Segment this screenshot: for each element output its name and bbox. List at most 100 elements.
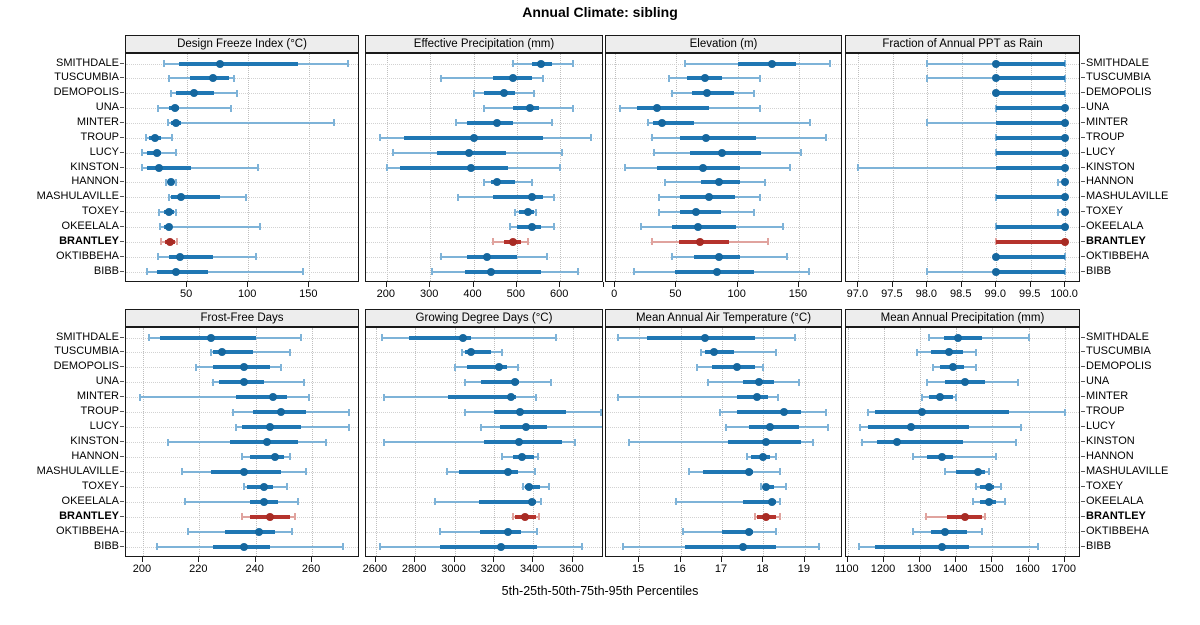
median-dot-bibb <box>712 267 721 276</box>
box-25-75-kinston <box>146 165 191 170</box>
median-dot-bibb <box>240 542 249 551</box>
axis-tick-97.5 <box>891 282 893 287</box>
panel-strip-design-freeze-index-c-: Design Freeze Index (°C) <box>125 35 359 53</box>
station-label-left-hannon: HANNON <box>71 175 119 188</box>
axis-tick-500 <box>515 282 517 287</box>
cap-p95-tuscumbia <box>500 348 503 356</box>
median-dot-toxey <box>523 208 532 217</box>
median-dot-tuscumbia <box>467 348 476 357</box>
median-dot-troup <box>516 408 525 417</box>
cap-p95-troup <box>600 408 602 416</box>
box-25-75-tuscumbia <box>465 350 491 355</box>
cap-p5-tuscumbia <box>926 74 929 82</box>
cap-p95-okeelala <box>779 498 782 506</box>
axis-tick-3000 <box>453 557 455 562</box>
median-dot-okeelala <box>260 497 269 506</box>
box-25-75-minter <box>447 395 517 400</box>
axis-tick-label-3200: 3200 <box>480 563 506 575</box>
box-25-75-bibb <box>439 544 538 549</box>
row-guide-toxey <box>126 212 358 214</box>
cap-p5-smithdale <box>928 334 931 341</box>
cap-p95-minter <box>308 393 311 401</box>
axis-tick-2800 <box>414 557 416 562</box>
median-dot-kinston <box>699 163 708 172</box>
row-guide-oktibbeha <box>846 256 1079 258</box>
y-tick-troup <box>120 136 124 138</box>
whisker-5-95-una <box>157 107 232 110</box>
axis-tick-1700 <box>1063 557 1065 562</box>
cap-p95-okeelala <box>552 223 555 231</box>
box-25-75-smithdale <box>178 61 299 66</box>
cap-p5-brantley <box>160 238 163 246</box>
cap-p95-hannon <box>531 178 534 186</box>
station-label-left-demopolis: DEMOPOLIS <box>53 360 119 373</box>
axis-tick-16 <box>679 557 681 562</box>
cap-p95-lucy <box>1020 423 1023 431</box>
median-dot-minter <box>753 393 762 402</box>
box-25-75-oktibbeha <box>467 254 517 259</box>
cap-p5-lucy <box>234 423 237 431</box>
median-dot-bibb <box>172 267 181 276</box>
cap-p5-okeelala <box>675 498 678 506</box>
whisker-5-95-tuscumbia <box>701 351 776 354</box>
median-dot-hannon <box>1061 178 1070 187</box>
cap-p5-mashulaville <box>944 468 947 476</box>
box-25-75-troup <box>874 410 1009 415</box>
cap-p95-hannon <box>995 453 998 461</box>
station-label-right-lucy: LUCY <box>1086 145 1116 158</box>
station-label-right-minter: MINTER <box>1086 390 1129 403</box>
cap-p95-troup <box>171 134 174 142</box>
axis-tick-100 <box>736 282 738 287</box>
cap-p5-lucy <box>140 149 143 157</box>
box-25-75-bibb <box>464 269 541 274</box>
median-dot-minter <box>493 118 502 127</box>
y-tick-troup <box>1081 136 1085 138</box>
axis-tick-2600 <box>374 557 376 562</box>
cap-p95-smithdale <box>347 60 350 67</box>
whisker-5-95-okeelala <box>185 500 298 503</box>
cap-p5-lucy <box>859 423 862 431</box>
station-label-left-minter: MINTER <box>76 115 119 128</box>
y-tick-demopolis <box>120 92 124 94</box>
median-dot-smithdale <box>992 59 1001 68</box>
station-label-left-toxey: TOXEY <box>81 479 119 492</box>
median-dot-toxey <box>984 482 993 491</box>
cap-p5-una <box>483 104 486 112</box>
axis-tick-label-15: 15 <box>632 563 645 575</box>
y-tick-mashulaville <box>1081 470 1085 472</box>
cap-p5-mashulaville <box>658 193 661 201</box>
box-25-75-oktibbeha <box>480 529 522 534</box>
cap-p95-demopolis <box>533 89 536 97</box>
axis-tick-98 <box>926 282 928 287</box>
cap-p95-okeelala <box>259 223 262 231</box>
axis-tick-3400 <box>532 557 534 562</box>
y-tick-hannon <box>120 181 124 183</box>
row-guide-mashulaville <box>846 197 1079 199</box>
axis-tick-label-1600: 1600 <box>1015 563 1040 575</box>
box-25-75-una <box>637 106 710 111</box>
box-25-75-tuscumbia <box>213 350 253 355</box>
box-25-75-troup <box>493 410 566 415</box>
cap-p95-mashulaville <box>552 193 555 201</box>
cap-p95-minter <box>776 393 779 401</box>
station-label-left-bibb: BIBB <box>93 539 119 552</box>
box-25-75-bibb <box>996 269 1066 274</box>
cap-p95-oktibbeha <box>536 528 539 536</box>
y-tick-minter <box>1081 121 1085 123</box>
cap-p95-tuscumbia <box>758 74 761 82</box>
cap-p5-oktibbeha <box>911 528 914 536</box>
y-tick-toxey <box>120 485 124 487</box>
cap-p5-kinston <box>861 438 864 446</box>
y-tick-okeelala <box>120 500 124 502</box>
median-dot-oktibbeha <box>992 252 1001 261</box>
y-tick-una <box>1081 107 1085 109</box>
panel-strip-growing-degree-days-c-: Growing Degree Days (°C) <box>365 309 603 327</box>
median-dot-brantley <box>761 512 770 521</box>
row-guide-troup <box>126 137 358 139</box>
cap-p95-mashulaville <box>305 468 308 476</box>
median-dot-tuscumbia <box>709 348 718 357</box>
cap-p5-kinston <box>167 438 170 446</box>
row-guide-brantley <box>606 516 841 518</box>
station-label-right-minter: MINTER <box>1086 115 1129 128</box>
row-guide-hannon <box>126 182 358 184</box>
